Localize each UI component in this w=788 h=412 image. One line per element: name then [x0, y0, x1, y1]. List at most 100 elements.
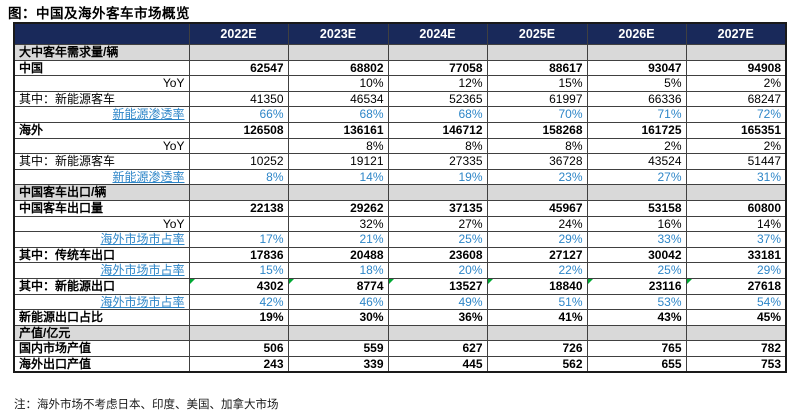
- year-column-header: 2023E: [287, 22, 389, 45]
- cell-value: 726: [486, 340, 588, 357]
- cell-flag-icon: [588, 279, 593, 284]
- cell-value: 165351: [685, 121, 787, 139]
- cell-value: 158268: [486, 121, 588, 139]
- cell-value: 4302: [188, 277, 289, 295]
- cell-value: 33181: [685, 246, 787, 264]
- cell-value: 5%: [586, 75, 687, 92]
- cell-value: 45%: [685, 309, 787, 326]
- table-row: 其中：新能源客车 10252 19121 27335 36728 43524 51447: [13, 153, 787, 170]
- cell-value: 126508: [188, 121, 289, 139]
- cell-value: 30042: [586, 246, 687, 264]
- cell-value: 94908: [685, 59, 787, 77]
- cell-value: [387, 44, 488, 61]
- cell-value: [188, 75, 289, 92]
- table-row: 中国 62547 68802 77058 88617 93047 94908: [13, 59, 787, 77]
- year-column-header: 2025E: [486, 22, 588, 45]
- cell-value: [287, 184, 389, 201]
- cell-value: 46534: [287, 90, 389, 108]
- cell-value: 27335: [387, 153, 488, 170]
- cell-value: 31%: [685, 168, 787, 186]
- row-label: 新能源渗透率: [13, 168, 190, 186]
- row-label: 海外出口产值: [13, 355, 190, 373]
- row-label: 海外市场市占率: [13, 262, 190, 279]
- cell-flag-icon: [488, 279, 493, 284]
- row-label: 其中：传统车出口: [13, 246, 190, 264]
- cell-value: 22%: [486, 262, 588, 279]
- cell-value: 2%: [685, 137, 787, 155]
- table-row: YoY 10% 12% 15% 5% 2%: [13, 75, 787, 92]
- cell-value: 66%: [188, 106, 289, 123]
- cell-value: 19121: [287, 153, 389, 170]
- row-label: 国内市场产值: [13, 340, 190, 357]
- cell-value: 70%: [486, 106, 588, 123]
- cell-value: 68247: [685, 90, 787, 108]
- cell-value: 655: [586, 355, 687, 373]
- cell-value: [387, 184, 488, 201]
- cell-value: 20488: [287, 246, 389, 264]
- cell-value: 2%: [586, 137, 687, 155]
- cell-value: [188, 324, 289, 342]
- cell-value: 93047: [586, 59, 687, 77]
- market-overview-table: 2022E 2023E 2024E 2025E 2026E 2027E 大中客年需求量/辆…: [13, 22, 787, 374]
- table-row: 新能源渗透率 66% 68% 68% 70% 71% 72%: [13, 106, 787, 123]
- cell-value: 60800: [685, 199, 787, 217]
- cell-value: 146712: [387, 121, 488, 139]
- row-label: 海外市场市占率: [13, 231, 190, 248]
- row-label: 其中：新能源出口: [13, 277, 190, 295]
- cell-value: [387, 324, 488, 342]
- row-label: 大中客年需求量/辆: [13, 44, 190, 61]
- cell-value: 10252: [188, 153, 289, 170]
- row-label: 中国: [13, 59, 190, 77]
- cell-value: 36%: [387, 309, 488, 326]
- table-row: 海外市场市占率 42% 46% 49% 51% 53% 54%: [13, 293, 787, 311]
- cell-value: [486, 44, 588, 61]
- cell-value: 15%: [486, 75, 588, 92]
- year-column-header: 2027E: [685, 22, 787, 45]
- cell-value: 8%: [387, 137, 488, 155]
- cell-value: 13527: [387, 277, 488, 295]
- row-label: 中国客车出口/辆: [13, 184, 190, 201]
- row-label: 新能源出口占比: [13, 309, 190, 326]
- row-label: 中国客车出口量: [13, 199, 190, 217]
- cell-value: 23608: [387, 246, 488, 264]
- cell-value: [586, 324, 687, 342]
- cell-value: 17836: [188, 246, 289, 264]
- cell-value: 52365: [387, 90, 488, 108]
- cell-flag-icon: [190, 279, 195, 284]
- cell-value: 51%: [486, 293, 588, 311]
- cell-value: 29%: [685, 262, 787, 279]
- cell-value: 30%: [287, 309, 389, 326]
- cell-value: 161725: [586, 121, 687, 139]
- row-label: 产值/亿元: [13, 324, 190, 342]
- cell-value: 45967: [486, 199, 588, 217]
- cell-value: 22138: [188, 199, 289, 217]
- cell-value: 20%: [387, 262, 488, 279]
- cell-value: 559: [287, 340, 389, 357]
- table-row: 其中：传统车出口 17836 20488 23608 27127 30042 33181: [13, 246, 787, 264]
- cell-value: [586, 184, 687, 201]
- cell-value: 627: [387, 340, 488, 357]
- footnote: 注：海外市场不考虑日本、印度、美国、加拿大市场: [14, 399, 279, 411]
- cell-value: 2%: [685, 75, 787, 92]
- row-label-column-header: [13, 22, 190, 45]
- cell-value: [685, 44, 787, 61]
- cell-value: 8774: [287, 277, 389, 295]
- cell-value: 32%: [287, 215, 389, 233]
- row-label: YoY: [13, 215, 190, 233]
- cell-value: 24%: [486, 215, 588, 233]
- cell-value: 243: [188, 355, 289, 373]
- page-title: 图：中国及海外客车市场概览: [8, 6, 190, 21]
- cell-value: 66336: [586, 90, 687, 108]
- cell-value: [188, 215, 289, 233]
- year-column-header: 2026E: [586, 22, 687, 45]
- cell-value: 17%: [188, 231, 289, 248]
- cell-value: 23%: [486, 168, 588, 186]
- table-row: YoY 32% 27% 24% 16% 14%: [13, 215, 787, 233]
- row-label: 海外市场市占率: [13, 293, 190, 311]
- cell-value: 562: [486, 355, 588, 373]
- cell-value: 18840: [486, 277, 588, 295]
- cell-value: 51447: [685, 153, 787, 170]
- row-label: 新能源渗透率: [13, 106, 190, 123]
- cell-value: [586, 44, 687, 61]
- cell-value: 54%: [685, 293, 787, 311]
